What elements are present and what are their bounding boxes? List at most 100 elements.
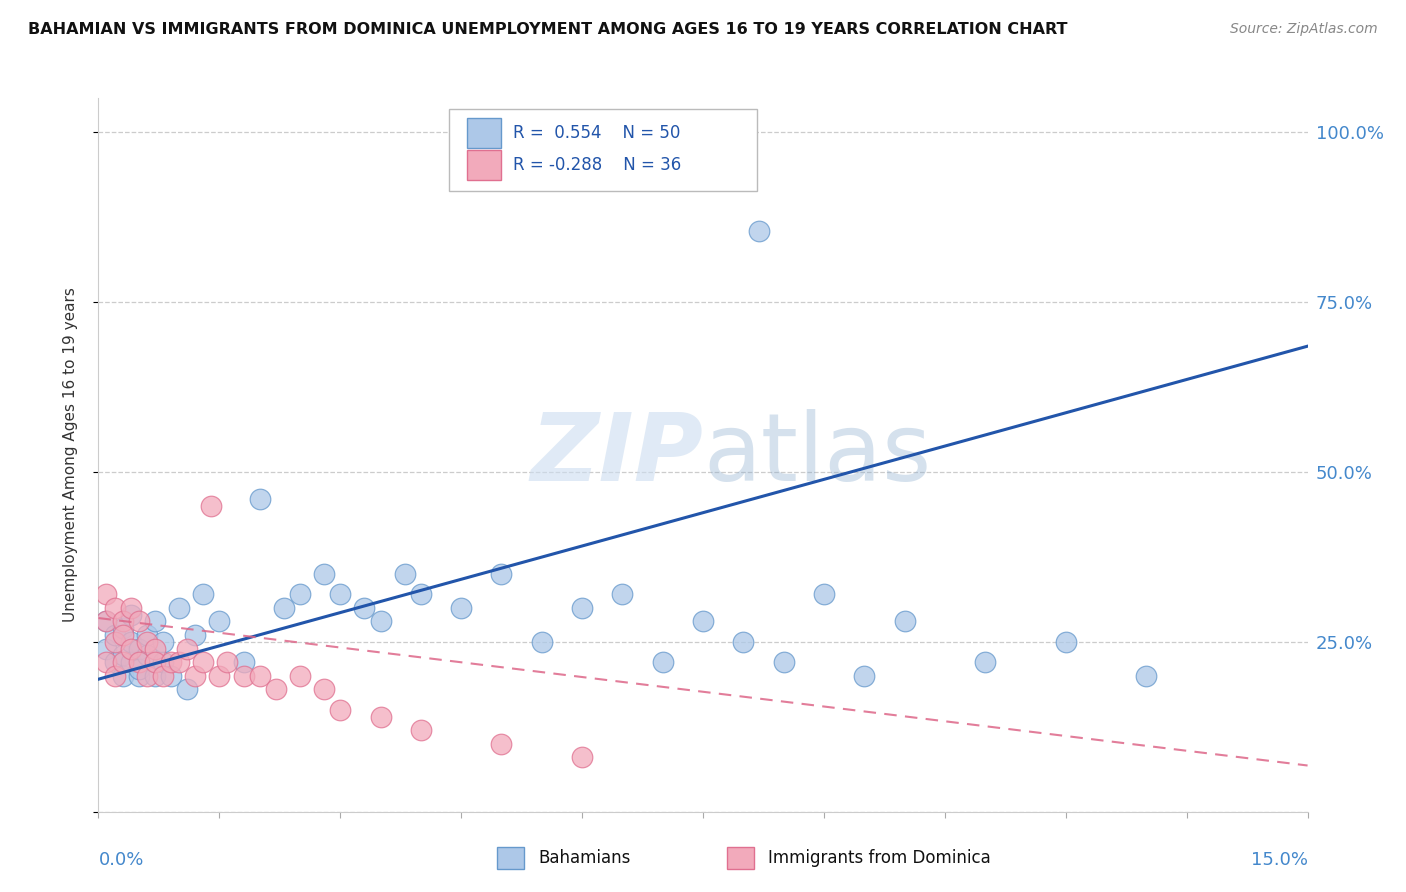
- Point: [111, 648, 134, 663]
- Point: [111, 669, 134, 683]
- Point: [491, 737, 513, 751]
- Point: [96, 615, 118, 629]
- Point: [249, 669, 271, 683]
- Point: [128, 669, 150, 683]
- Point: [193, 655, 215, 669]
- Point: [571, 750, 593, 764]
- FancyBboxPatch shape: [498, 847, 524, 869]
- Point: [111, 621, 134, 635]
- Text: R = -0.288    N = 36: R = -0.288 N = 36: [513, 156, 682, 174]
- Point: [208, 615, 231, 629]
- Point: [128, 662, 150, 676]
- Point: [111, 615, 134, 629]
- Point: [176, 682, 198, 697]
- Point: [208, 669, 231, 683]
- Point: [491, 566, 513, 581]
- Point: [249, 492, 271, 507]
- Point: [612, 587, 634, 601]
- Point: [143, 641, 166, 656]
- Point: [450, 600, 472, 615]
- Point: [974, 655, 997, 669]
- Point: [314, 566, 336, 581]
- FancyBboxPatch shape: [467, 150, 501, 180]
- Point: [103, 669, 125, 683]
- FancyBboxPatch shape: [449, 109, 758, 191]
- Point: [120, 600, 142, 615]
- Point: [200, 499, 222, 513]
- Point: [329, 703, 352, 717]
- Point: [120, 641, 142, 656]
- Point: [733, 635, 755, 649]
- Text: 0.0%: 0.0%: [98, 851, 143, 869]
- Point: [264, 682, 287, 697]
- Point: [143, 669, 166, 683]
- Point: [748, 224, 770, 238]
- Point: [152, 655, 174, 669]
- Point: [394, 566, 416, 581]
- Point: [353, 600, 375, 615]
- Point: [288, 587, 311, 601]
- Text: R =  0.554    N = 50: R = 0.554 N = 50: [513, 124, 681, 142]
- Point: [184, 628, 207, 642]
- Point: [103, 600, 125, 615]
- Text: Immigrants from Dominica: Immigrants from Dominica: [768, 849, 991, 867]
- Point: [370, 709, 392, 723]
- Point: [184, 669, 207, 683]
- Point: [128, 641, 150, 656]
- Point: [135, 635, 157, 649]
- Point: [176, 641, 198, 656]
- Point: [143, 615, 166, 629]
- Point: [692, 615, 714, 629]
- Point: [152, 669, 174, 683]
- Point: [193, 587, 215, 601]
- Point: [273, 600, 295, 615]
- Point: [111, 655, 134, 669]
- Point: [103, 635, 125, 649]
- Text: ZIP: ZIP: [530, 409, 703, 501]
- Y-axis label: Unemployment Among Ages 16 to 19 years: Unemployment Among Ages 16 to 19 years: [63, 287, 77, 623]
- Text: Source: ZipAtlas.com: Source: ZipAtlas.com: [1230, 22, 1378, 37]
- Point: [120, 607, 142, 622]
- Point: [772, 655, 794, 669]
- Point: [217, 655, 239, 669]
- Point: [232, 669, 254, 683]
- Point: [152, 635, 174, 649]
- Point: [143, 655, 166, 669]
- Point: [120, 635, 142, 649]
- Point: [135, 628, 157, 642]
- Point: [853, 669, 876, 683]
- Point: [651, 655, 673, 669]
- Point: [103, 655, 125, 669]
- Text: Bahamians: Bahamians: [538, 849, 631, 867]
- Point: [160, 655, 183, 669]
- Point: [128, 655, 150, 669]
- Point: [232, 655, 254, 669]
- Point: [135, 648, 157, 663]
- Point: [96, 655, 118, 669]
- Point: [135, 669, 157, 683]
- Point: [370, 615, 392, 629]
- Text: 15.0%: 15.0%: [1250, 851, 1308, 869]
- Point: [530, 635, 553, 649]
- Text: BAHAMIAN VS IMMIGRANTS FROM DOMINICA UNEMPLOYMENT AMONG AGES 16 TO 19 YEARS CORR: BAHAMIAN VS IMMIGRANTS FROM DOMINICA UNE…: [28, 22, 1067, 37]
- FancyBboxPatch shape: [467, 118, 501, 148]
- Text: atlas: atlas: [703, 409, 931, 501]
- Point: [167, 655, 190, 669]
- Point: [893, 615, 915, 629]
- FancyBboxPatch shape: [727, 847, 754, 869]
- Point: [329, 587, 352, 601]
- Point: [409, 587, 432, 601]
- Point: [96, 615, 118, 629]
- Point: [120, 655, 142, 669]
- Point: [409, 723, 432, 738]
- Point: [111, 628, 134, 642]
- Point: [314, 682, 336, 697]
- Point: [96, 641, 118, 656]
- Point: [571, 600, 593, 615]
- Point: [813, 587, 835, 601]
- Point: [288, 669, 311, 683]
- Point: [160, 669, 183, 683]
- Point: [128, 615, 150, 629]
- Point: [96, 587, 118, 601]
- Point: [1054, 635, 1077, 649]
